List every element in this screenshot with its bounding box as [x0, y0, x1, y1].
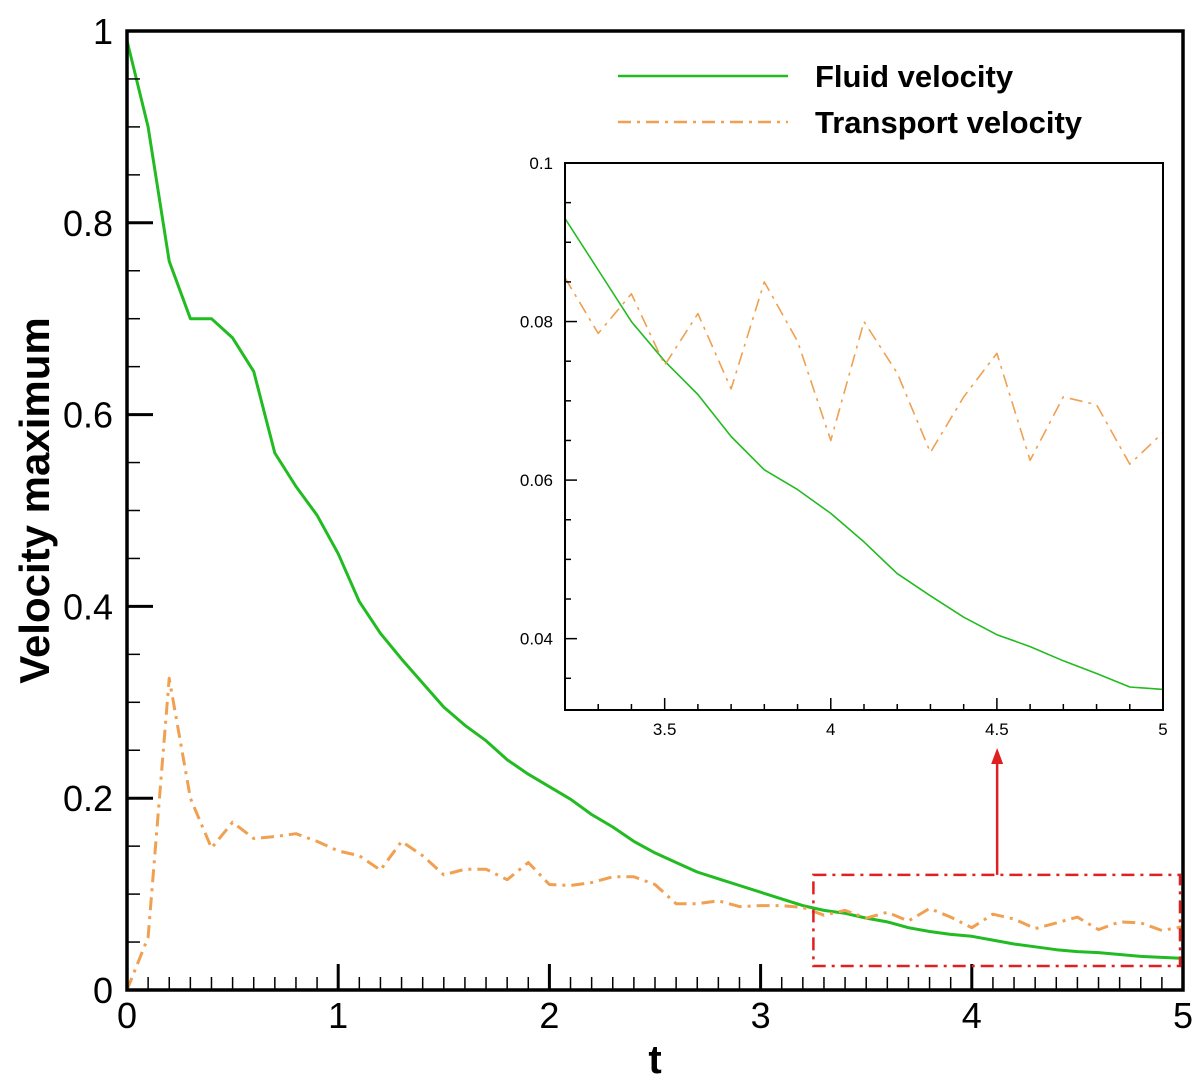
- x-tick-label: 0: [117, 995, 137, 1036]
- y-tick-label: 0.6: [63, 395, 113, 436]
- inset-background: [565, 163, 1163, 710]
- inset-y-tick-label: 0.1: [529, 154, 553, 173]
- x-axis-title: t: [648, 1038, 661, 1082]
- x-tick-label: 3: [751, 995, 771, 1036]
- y-tick-label: 0.4: [63, 586, 113, 627]
- legend-label-fluid: Fluid velocity: [815, 59, 1014, 94]
- y-axis-title: Velocity maximum: [11, 317, 58, 684]
- series-transport-line: [125, 676, 1184, 991]
- inset-x-tick-label: 4: [826, 720, 835, 739]
- main-plot: 0 1 2 3 4 5 0 0.2 0.4 0.6 0.8 1 t Velocity maximum: [11, 11, 1193, 1082]
- zoom-highlight-box: [812, 873, 1182, 968]
- x-tick-label: 4: [962, 995, 982, 1036]
- inset-series-fluid-line: [564, 218, 1164, 691]
- inset-y-tick-label: 0.08: [520, 313, 553, 332]
- legend-label-transport: Transport velocity: [815, 105, 1083, 140]
- inset-y-tick-label: 0.04: [520, 630, 553, 649]
- zoom-annotation: [812, 748, 1182, 968]
- y-tick-label: 0: [93, 970, 113, 1011]
- inset-x-tick-label: 4.5: [985, 720, 1009, 739]
- x-tick-label: 5: [1173, 995, 1193, 1036]
- inset-x-tick-label: 3.5: [653, 720, 677, 739]
- y-tick-label: 0.2: [63, 778, 113, 819]
- inset-x-tick-label: 5: [1158, 720, 1167, 739]
- y-tick-label: 1: [93, 11, 113, 52]
- x-tick-label: 2: [539, 995, 559, 1036]
- inset-y-tick-label: 0.06: [520, 471, 553, 490]
- inset-series-transport-line: [564, 277, 1164, 466]
- inset-plot: 3.5 4 4.5 5 0.04 0.06 0.08 0.1: [520, 154, 1168, 739]
- y-tick-label: 0.8: [63, 203, 113, 244]
- x-tick-label: 1: [328, 995, 348, 1036]
- series-fluid-line: [125, 40, 1184, 960]
- legend: Fluid velocity Transport velocity: [618, 59, 1083, 140]
- zoom-arrow-head: [991, 748, 1004, 764]
